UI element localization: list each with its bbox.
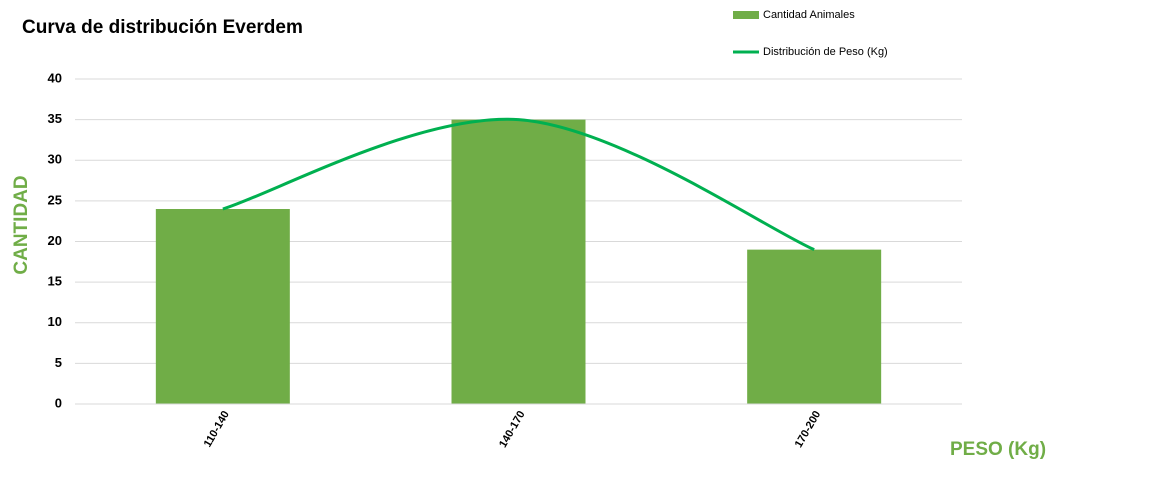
y-tick-label: 0 — [55, 395, 62, 410]
bar — [155, 209, 290, 404]
bar — [747, 249, 882, 404]
x-tick-label: 170-200 — [793, 409, 824, 450]
line — [222, 117, 815, 251]
x-tick-label: 140-170 — [497, 409, 528, 450]
y-tick-label: 40 — [48, 70, 62, 85]
y-tick-label: 25 — [48, 192, 62, 207]
x-tick-label: 110-140 — [202, 409, 232, 449]
y-tick-label: 20 — [48, 233, 62, 248]
y-tick-label: 35 — [48, 111, 62, 126]
legend-label: Distribución de Peso (Kg) — [763, 46, 888, 58]
y-tick-label: 10 — [48, 314, 62, 329]
y-tick-label: 15 — [48, 274, 62, 289]
x-axis-label: PESO (Kg) — [950, 439, 1046, 460]
y-tick-label: 5 — [55, 355, 62, 370]
bar — [451, 119, 586, 404]
legend-swatch — [733, 11, 759, 19]
chart-title: Curva de distribución Everdem — [22, 17, 303, 38]
y-axis-label: CANTIDAD — [11, 175, 32, 274]
y-tick-label: 30 — [48, 152, 62, 167]
legend-label: Cantidad Animales — [763, 9, 855, 21]
